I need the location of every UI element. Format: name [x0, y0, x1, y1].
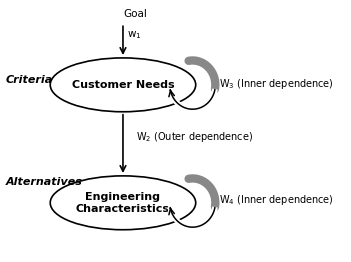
Text: W$_4$ (Inner dependence): W$_4$ (Inner dependence): [219, 193, 334, 207]
Text: w$_1$: w$_1$: [127, 29, 141, 41]
Text: Criteria: Criteria: [6, 75, 53, 85]
Text: Customer Needs: Customer Needs: [72, 80, 174, 90]
Ellipse shape: [50, 58, 196, 112]
Text: Alternatives: Alternatives: [6, 177, 83, 187]
Text: Engineering
Characteristics: Engineering Characteristics: [76, 192, 170, 214]
Text: Goal: Goal: [124, 9, 147, 19]
Ellipse shape: [50, 176, 196, 230]
Text: W$_3$ (Inner dependence): W$_3$ (Inner dependence): [219, 77, 334, 91]
Text: W$_2$ (Outer dependence): W$_2$ (Outer dependence): [135, 130, 253, 144]
